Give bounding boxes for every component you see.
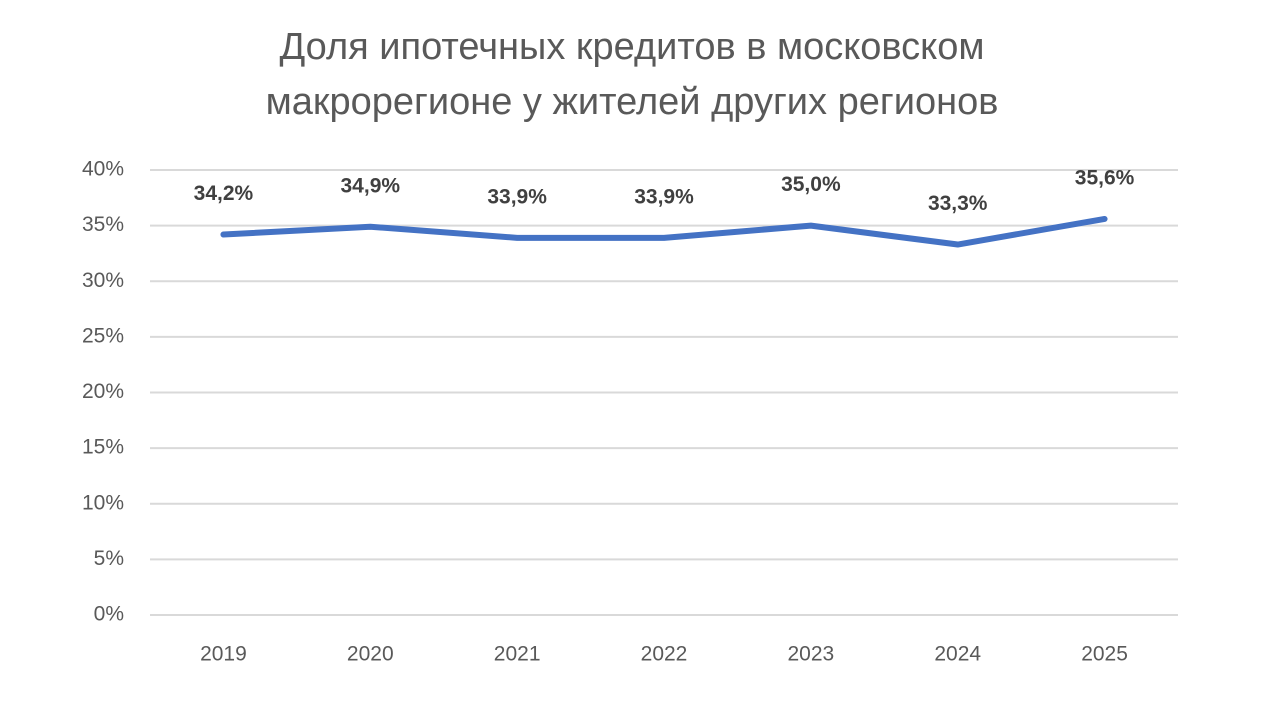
y-tick-label: 25% xyxy=(82,324,124,347)
y-tick-label: 40% xyxy=(82,158,124,181)
x-tick-label: 2021 xyxy=(494,643,541,666)
data-label: 33,9% xyxy=(634,185,694,208)
x-tick-label: 2024 xyxy=(934,643,981,666)
x-tick-label: 2022 xyxy=(641,643,688,666)
y-tick-label: 0% xyxy=(94,603,124,626)
x-tick-label: 2020 xyxy=(347,643,394,666)
x-tick-label: 2019 xyxy=(200,643,247,666)
data-line xyxy=(220,215,1108,248)
data-label: 33,9% xyxy=(487,185,547,208)
data-label: 35,0% xyxy=(781,173,841,196)
data-label: 35,6% xyxy=(1075,166,1135,189)
x-tick-label: 2025 xyxy=(1081,643,1128,666)
y-tick-label: 35% xyxy=(82,213,124,236)
y-tick-label: 5% xyxy=(94,547,124,570)
chart-title: Доля ипотечных кредитов в московском xyxy=(280,26,985,68)
y-tick-label: 10% xyxy=(82,491,124,514)
data-label: 34,9% xyxy=(341,174,401,197)
y-tick-label: 20% xyxy=(82,380,124,403)
chart-title: макрорегионе у жителей других регионов xyxy=(266,81,999,123)
data-label: 34,2% xyxy=(194,182,254,205)
x-tick-label: 2023 xyxy=(787,643,834,666)
y-tick-label: 15% xyxy=(82,436,124,459)
data-label: 33,3% xyxy=(928,192,988,215)
y-tick-label: 30% xyxy=(82,269,124,292)
